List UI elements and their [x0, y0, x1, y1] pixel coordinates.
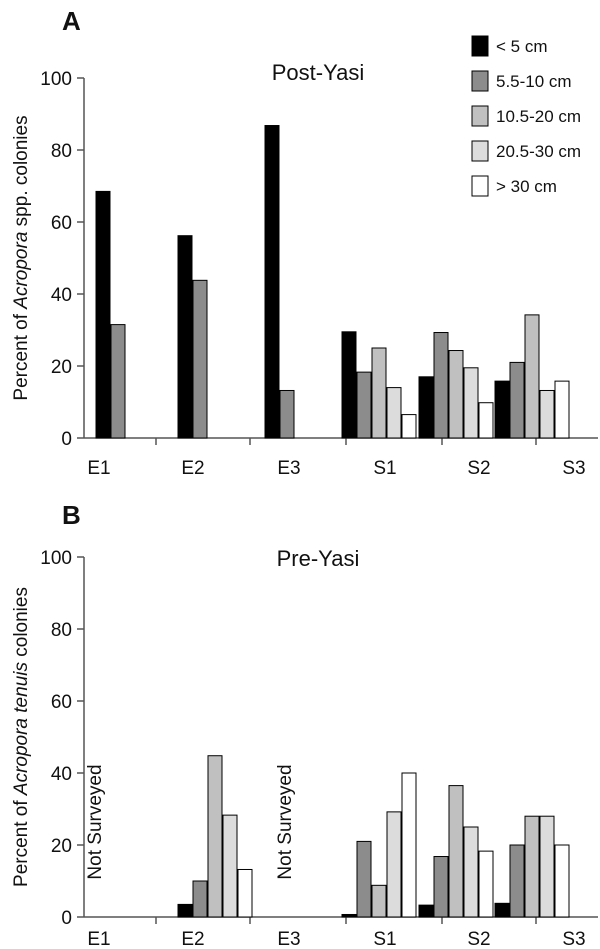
- bar: [371, 347, 387, 439]
- x-tick-label: S3: [562, 929, 585, 949]
- y-tick-label: 100: [40, 69, 72, 90]
- bar: [418, 376, 434, 439]
- legend-label: < 5 cm: [496, 37, 548, 56]
- bar: [509, 844, 525, 918]
- x-tick-label: S2: [467, 929, 490, 949]
- y-axis-label: Percent of Acropora spp. colonies: [11, 115, 32, 400]
- not-surveyed-annotation: Not Surveyed: [85, 764, 106, 879]
- legend-swatch: [471, 105, 489, 127]
- not-surveyed-annotation: Not Surveyed: [275, 764, 296, 879]
- y-tick-label: 20: [51, 357, 72, 378]
- bar: [356, 371, 372, 439]
- bar: [192, 279, 208, 439]
- x-tick-label: E1: [87, 929, 110, 949]
- bar: [433, 856, 449, 918]
- bar: [463, 367, 479, 439]
- x-tick-label: S3: [562, 458, 585, 479]
- chart-title: Post-Yasi: [272, 60, 365, 85]
- bar: [341, 913, 357, 918]
- bar: [401, 414, 417, 439]
- y-axis-label: Percent of Acropora tenuis colonies: [11, 587, 32, 887]
- bar: [110, 324, 126, 439]
- bar: [448, 785, 464, 918]
- y-axis-label-part: Percent of: [11, 309, 32, 401]
- y-tick-label: 40: [51, 285, 72, 306]
- y-axis-label-italic: Acropora tenuis: [11, 662, 32, 797]
- panel-label: A: [62, 6, 81, 36]
- bar: [524, 815, 540, 918]
- x-tick-label: S1: [373, 458, 396, 479]
- y-axis-label-part: Percent of: [11, 795, 32, 887]
- bar: [192, 880, 208, 918]
- bar: [554, 844, 570, 918]
- legend-swatch: [471, 175, 489, 197]
- bar: [524, 314, 540, 439]
- bar: [478, 402, 494, 439]
- y-axis-label-part: colonies: [11, 587, 32, 662]
- x-tick-label: E3: [277, 929, 300, 949]
- chart-title: Pre-Yasi: [277, 546, 360, 571]
- legend-label: 20.5-30 cm: [496, 142, 581, 161]
- bar: [95, 190, 111, 439]
- bar: [478, 850, 494, 918]
- y-tick-label: 100: [40, 548, 72, 569]
- bar: [509, 361, 525, 439]
- bar: [177, 903, 193, 918]
- y-tick-label: 80: [51, 620, 72, 641]
- bar: [371, 884, 387, 918]
- panel-b: B Pre-Yasi 0 20 40 60 80 100 E1 E2 E3 S1 S2 S3 Percent…: [11, 500, 598, 949]
- bar: [539, 389, 555, 439]
- bar: [539, 815, 555, 918]
- bar: [222, 814, 238, 918]
- bar: [341, 331, 357, 439]
- legend-swatch: [471, 35, 489, 57]
- bar: [401, 772, 417, 918]
- y-tick-label: 40: [51, 764, 72, 785]
- y-tick-label: 0: [61, 429, 72, 450]
- bar: [433, 332, 449, 439]
- y-tick-label: 20: [51, 836, 72, 857]
- bar: [418, 904, 434, 918]
- x-tick-label: S1: [373, 929, 396, 949]
- legend-swatch: [471, 70, 489, 92]
- bar: [494, 380, 510, 439]
- bar: [386, 811, 402, 918]
- y-tick-label: 80: [51, 141, 72, 162]
- panel-a: A Post-Yasi 0 20 40 60 80 100 E1 E2 E3 S1 S2 S3 Percen…: [11, 6, 598, 479]
- bar: [264, 125, 280, 439]
- bar: [554, 380, 570, 439]
- bar: [494, 902, 510, 918]
- x-tick-label: E2: [181, 929, 204, 949]
- bar: [207, 755, 223, 918]
- legend-label: 5.5-10 cm: [496, 72, 572, 91]
- bar: [463, 826, 479, 918]
- bar: [386, 387, 402, 439]
- bar: [356, 840, 372, 918]
- x-tick-label: E3: [277, 458, 300, 479]
- bar: [448, 350, 464, 439]
- bar: [237, 868, 253, 918]
- legend-swatch: [471, 140, 489, 162]
- x-tick-label: E1: [87, 458, 110, 479]
- x-tick-label: E2: [181, 458, 204, 479]
- y-tick-label: 60: [51, 692, 72, 713]
- legend: < 5 cm 5.5-10 cm 10.5-20 cm 20.5-30 cm > 30 …: [471, 35, 581, 197]
- legend-label: 10.5-20 cm: [496, 107, 581, 126]
- panel-label: B: [62, 500, 81, 530]
- bar: [279, 389, 295, 439]
- bar: [177, 235, 193, 439]
- legend-label: > 30 cm: [496, 177, 557, 196]
- y-tick-label: 0: [61, 908, 72, 929]
- y-axis-label-italic: Acropora: [11, 232, 32, 310]
- y-tick-label: 60: [51, 213, 72, 234]
- x-tick-label: S2: [467, 458, 490, 479]
- y-axis-label-part: spp. colonies: [11, 115, 32, 231]
